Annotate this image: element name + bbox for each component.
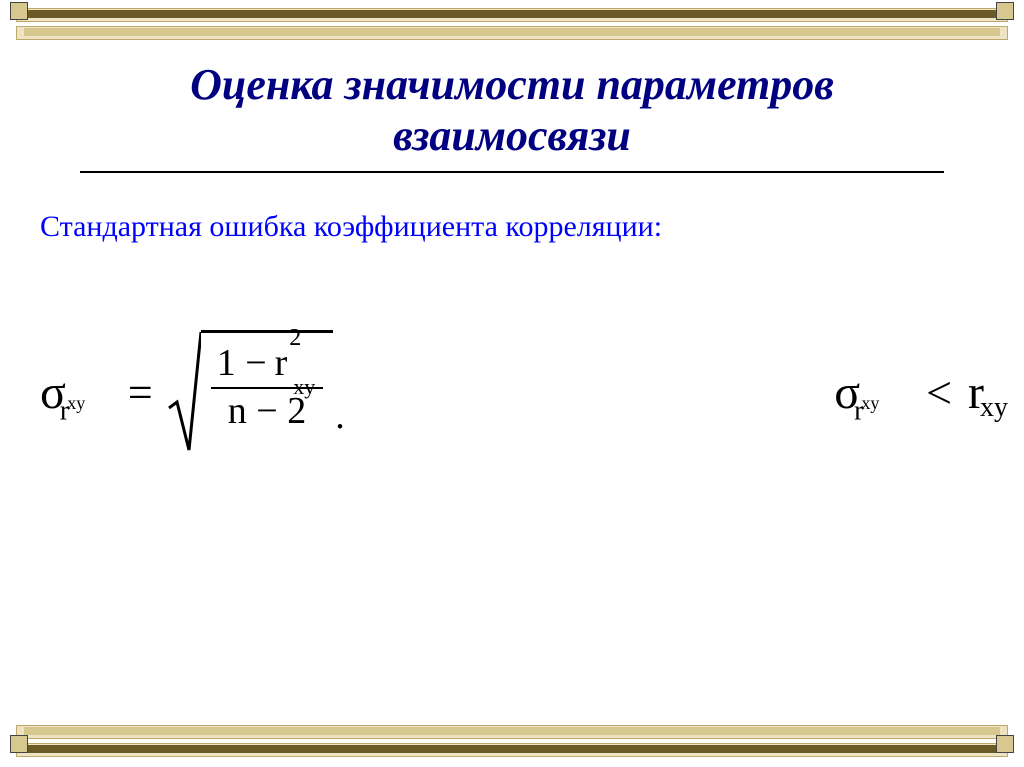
top-bar-1 bbox=[16, 8, 1008, 20]
r-superscript-2: 2 bbox=[289, 325, 301, 351]
top-bar-2-inner bbox=[24, 28, 1000, 36]
top-bar-1-inner bbox=[24, 10, 1000, 18]
sigma-sub-xy-2: xy bbox=[861, 393, 879, 413]
sigma-subscript: rxy bbox=[60, 393, 85, 427]
top-decorative-bars bbox=[0, 0, 1024, 50]
bottom-bar-1-inner bbox=[24, 727, 1000, 735]
formula-standard-error: σ rxy = 1 − r 2 bbox=[40, 330, 345, 454]
rxy-rhs: r xy bbox=[968, 365, 984, 420]
sigma-sub-xy: xy bbox=[67, 393, 85, 413]
title-line-2: взаимосвязи bbox=[393, 111, 631, 160]
corner-square-bl bbox=[10, 735, 28, 753]
bottom-bar-1 bbox=[16, 725, 1008, 737]
title-underline bbox=[80, 171, 944, 173]
sigma-subscript-2: rxy bbox=[854, 393, 879, 427]
formula-period: . bbox=[335, 394, 345, 438]
sigma-lhs-2: σ rxy bbox=[834, 365, 860, 420]
r-base: r bbox=[275, 342, 288, 384]
corner-square-tr bbox=[996, 2, 1014, 20]
bottom-bar-2-inner bbox=[24, 745, 1000, 753]
corner-square-br bbox=[996, 735, 1014, 753]
equals-sign: = bbox=[128, 367, 153, 418]
bottom-bar-2 bbox=[16, 743, 1008, 755]
numerator: 1 − r 2 xy bbox=[211, 341, 324, 387]
title-line-1: Оценка значимости параметров bbox=[190, 60, 834, 109]
formula-area: σ rxy = 1 − r 2 bbox=[40, 330, 984, 454]
less-than-sign: < bbox=[926, 366, 952, 419]
corner-square-tl bbox=[10, 2, 28, 20]
sqrt-expression: 1 − r 2 xy n − 2 bbox=[167, 330, 334, 454]
sqrt-body: 1 − r 2 xy n − 2 bbox=[201, 330, 334, 435]
formula-inequality: σ rxy < r xy bbox=[834, 365, 984, 420]
bottom-decorative-bars bbox=[0, 717, 1024, 755]
numerator-1-minus: 1 − bbox=[217, 343, 267, 385]
fraction: 1 − r 2 xy n − 2 bbox=[211, 341, 324, 435]
subtitle-text: Стандартная ошибка коэффициента корреляц… bbox=[40, 210, 662, 244]
vinculum bbox=[201, 330, 334, 333]
slide-title: Оценка значимости параметров взаимосвязи bbox=[40, 60, 984, 161]
r-sub-xy-rhs: xy bbox=[980, 392, 1008, 424]
r-squared-xy: r 2 xy bbox=[275, 343, 288, 385]
slide-title-block: Оценка значимости параметров взаимосвязи bbox=[0, 60, 1024, 173]
top-bar-2 bbox=[16, 26, 1008, 38]
radical-sign bbox=[167, 330, 201, 454]
r-subscript-xy: xy bbox=[293, 375, 315, 399]
sigma-lhs: σ rxy bbox=[40, 365, 66, 420]
